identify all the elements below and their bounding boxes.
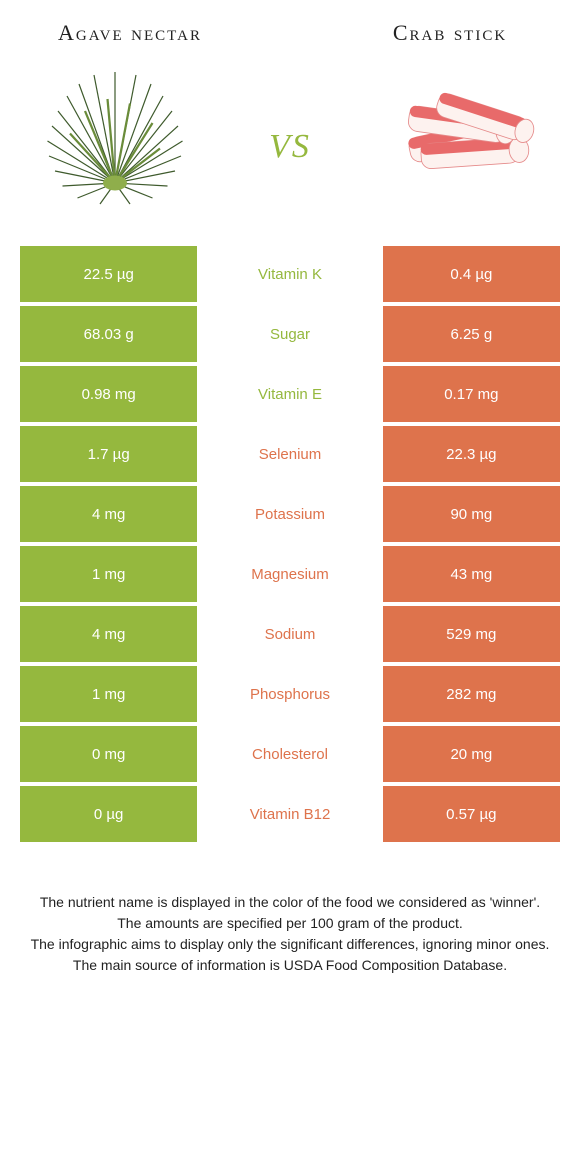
nutrient-row: 68.03 gSugar6.25 g (20, 306, 560, 362)
nutrient-right-value: 90 mg (383, 486, 560, 542)
nutrient-right-value: 529 mg (383, 606, 560, 662)
footer-notes: The nutrient name is displayed in the co… (0, 842, 580, 976)
nutrient-right-value: 0.4 µg (383, 246, 560, 302)
food-image-left (30, 66, 200, 216)
nutrient-name: Vitamin K (201, 246, 378, 302)
hero-row: vs (0, 56, 580, 246)
nutrient-row: 0 µgVitamin B120.57 µg (20, 786, 560, 842)
nutrient-right-value: 22.3 µg (383, 426, 560, 482)
nutrient-row: 22.5 µgVitamin K0.4 µg (20, 246, 560, 302)
nutrient-left-value: 4 mg (20, 486, 197, 542)
nutrient-left-value: 1.7 µg (20, 426, 197, 482)
nutrient-row: 4 mgPotassium90 mg (20, 486, 560, 542)
nutrient-name: Selenium (201, 426, 378, 482)
nutrient-left-value: 0.98 mg (20, 366, 197, 422)
nutrient-row: 1 mgMagnesium43 mg (20, 546, 560, 602)
nutrient-left-value: 0 mg (20, 726, 197, 782)
nutrient-name: Vitamin E (201, 366, 378, 422)
nutrient-right-value: 20 mg (383, 726, 560, 782)
nutrient-comparison-table: 22.5 µgVitamin K0.4 µg68.03 gSugar6.25 g… (0, 246, 580, 842)
food-image-right (380, 66, 550, 216)
nutrient-name: Phosphorus (201, 666, 378, 722)
nutrient-row: 0.98 mgVitamin E0.17 mg (20, 366, 560, 422)
nutrient-right-value: 282 mg (383, 666, 560, 722)
nutrient-right-value: 0.17 mg (383, 366, 560, 422)
footer-line: The nutrient name is displayed in the co… (30, 892, 550, 913)
nutrient-name: Vitamin B12 (201, 786, 378, 842)
nutrient-row: 1 mgPhosphorus282 mg (20, 666, 560, 722)
nutrient-right-value: 43 mg (383, 546, 560, 602)
nutrient-left-value: 1 mg (20, 666, 197, 722)
nutrient-name: Sugar (201, 306, 378, 362)
vs-label: vs (269, 114, 311, 169)
nutrient-left-value: 0 µg (20, 786, 197, 842)
nutrient-right-value: 0.57 µg (383, 786, 560, 842)
nutrient-right-value: 6.25 g (383, 306, 560, 362)
nutrient-left-value: 1 mg (20, 546, 197, 602)
nutrient-row: 0 mgCholesterol20 mg (20, 726, 560, 782)
nutrient-row: 4 mgSodium529 mg (20, 606, 560, 662)
nutrient-name: Sodium (201, 606, 378, 662)
food-title-left: Agave nectar (40, 20, 220, 46)
food-title-right: Crab stick (360, 20, 540, 46)
nutrient-left-value: 22.5 µg (20, 246, 197, 302)
footer-line: The amounts are specified per 100 gram o… (30, 913, 550, 934)
nutrient-name: Potassium (201, 486, 378, 542)
footer-line: The main source of information is USDA F… (30, 955, 550, 976)
nutrient-row: 1.7 µgSelenium22.3 µg (20, 426, 560, 482)
nutrient-name: Cholesterol (201, 726, 378, 782)
comparison-header: Agave nectar Crab stick (0, 0, 580, 56)
footer-line: The infographic aims to display only the… (30, 934, 550, 955)
nutrient-left-value: 4 mg (20, 606, 197, 662)
nutrient-name: Magnesium (201, 546, 378, 602)
nutrient-left-value: 68.03 g (20, 306, 197, 362)
